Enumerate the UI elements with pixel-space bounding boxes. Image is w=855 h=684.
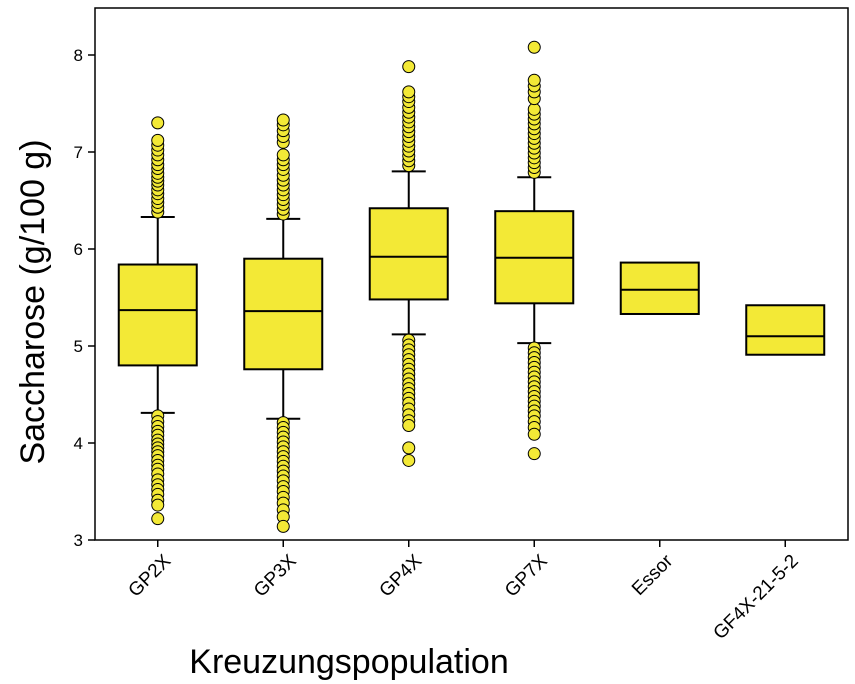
box-iqr [117,263,198,367]
box-group-GP4X [368,60,449,467]
y-tick-label: 5 [74,337,83,356]
x-tick-label: GP4X [376,550,427,601]
outlier-point [276,113,290,127]
outlier-point [527,427,541,441]
x-tick-label: Essor [628,550,678,600]
outlier-point [527,73,541,87]
outlier-point [402,85,416,99]
boxes-layer [117,40,826,533]
outlier-point [527,40,541,54]
outlier-point [151,512,165,526]
y-tick-label: 8 [74,46,83,65]
outlier-point [276,519,290,533]
box-iqr [745,304,826,356]
box-iqr [619,261,700,315]
outlier-point [402,453,416,467]
outlier-point [527,447,541,461]
outlier-point [276,148,290,162]
box-group-GF4X-21-5-2 [745,304,826,356]
plot-frame [94,7,849,541]
y-tick-label: 3 [74,531,83,550]
outlier-point [151,498,165,512]
box-iqr [368,207,449,301]
x-tick-label: GF4X-21-5-2 [710,551,803,644]
y-axis: 3 4 5 6 7 8 [74,46,95,550]
outlier-point [402,419,416,433]
box-iqr [243,257,324,371]
outlier-point [402,60,416,74]
x-axis-title: Kreuzungspopulation [189,643,508,681]
y-tick-label: 4 [74,434,83,453]
x-tick-label: GP2X [125,550,176,601]
x-tick-label: GP7X [501,550,552,601]
outlier-point [402,441,416,455]
box-group-GP2X [117,116,198,526]
y-tick-label: 6 [74,240,83,259]
box-group-Essor [619,261,700,315]
x-tick-label: GP3X [250,550,301,601]
box-group-GP7X [494,40,575,461]
outlier-point [151,133,165,147]
x-axis: GP2X GP3X GP4X GP7X Essor GF4X-21-5-2 [125,540,803,644]
plot-border [94,7,849,541]
y-tick-label: 7 [74,143,83,162]
y-axis-title: Saccharose (g/100 g) [14,139,52,464]
box-group-GP3X [243,113,324,533]
outlier-point [151,116,165,130]
